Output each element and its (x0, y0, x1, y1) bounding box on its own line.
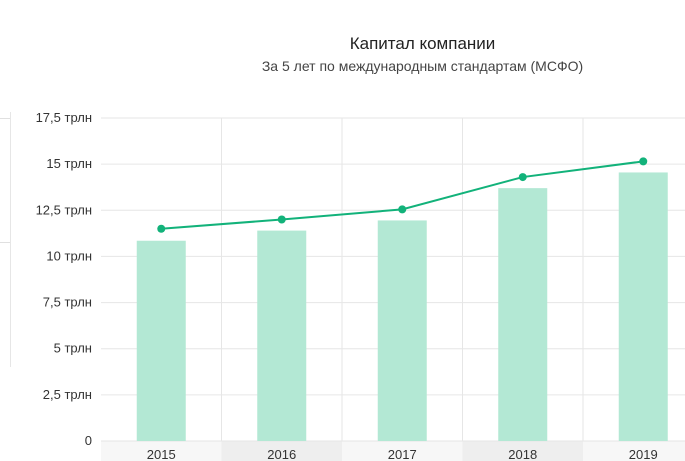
x-axis-band (583, 441, 685, 461)
x-axis-band (221, 441, 342, 461)
x-axis-band (101, 441, 222, 461)
line-point (157, 224, 166, 233)
bar (377, 220, 427, 441)
x-tick-label: 2018 (508, 447, 537, 461)
bar (618, 172, 668, 441)
x-tick-label: 2015 (147, 447, 176, 461)
y-tick-label: 15 трлн (46, 156, 92, 171)
y-tick-label: 2,5 трлн (43, 387, 92, 402)
y-tick-label: 0 (85, 433, 92, 448)
bar (498, 188, 548, 441)
x-axis-band (462, 441, 583, 461)
y-tick-label: 17,5 трлн (36, 110, 92, 125)
side-card-edge (0, 112, 11, 367)
line-point (398, 205, 407, 214)
side-card-divider (0, 118, 10, 119)
bar (136, 240, 186, 441)
chart-subtitle: За 5 лет по международным стандартам (МС… (261, 58, 584, 74)
y-tick-label: 12,5 трлн (36, 202, 92, 217)
line-point (277, 215, 286, 224)
x-tick-label: 2016 (267, 447, 296, 461)
y-tick-label: 7,5 трлн (43, 295, 92, 310)
line-point (518, 173, 527, 182)
series-line (161, 160, 644, 230)
chart-title: Капитал компании (349, 34, 496, 53)
bar (257, 230, 307, 441)
x-tick-label: 2017 (388, 447, 417, 461)
y-tick-label: 5 трлн (54, 341, 92, 356)
y-tick-label: 10 трлн (46, 248, 92, 263)
x-tick-label: 2019 (629, 447, 658, 461)
x-axis-band (342, 441, 463, 461)
side-card-divider (0, 242, 10, 243)
line-point (639, 157, 648, 166)
